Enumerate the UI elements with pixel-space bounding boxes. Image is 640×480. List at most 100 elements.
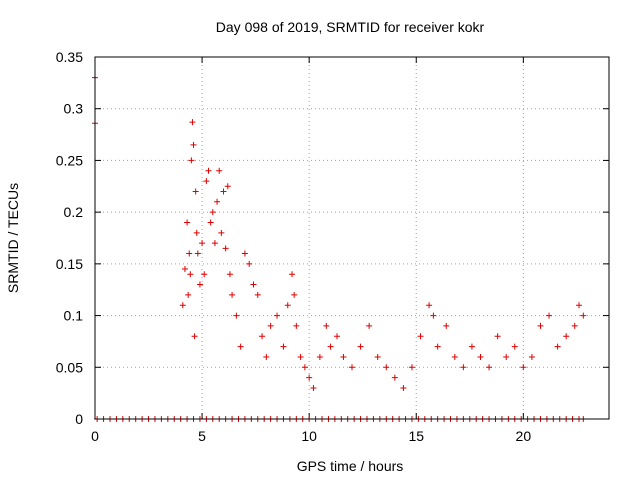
data-point [310, 384, 317, 391]
data-point [209, 209, 216, 216]
y-axis-label: SRMTID / TECUs [5, 183, 21, 293]
x-tick-label: 5 [198, 428, 206, 444]
data-point [192, 188, 199, 195]
data-point [229, 291, 236, 298]
data-point [301, 364, 308, 371]
data-point [554, 343, 561, 350]
data-point [267, 322, 274, 329]
data-point [417, 333, 424, 340]
data-point [250, 281, 257, 288]
y-tick-label: 0 [75, 411, 83, 427]
data-point [224, 183, 231, 190]
data-point [486, 364, 493, 371]
data-point [222, 245, 229, 252]
data-point [327, 343, 334, 350]
chart-title: Day 098 of 2019, SRMTID for receiver kok… [216, 19, 485, 35]
y-tick-label: 0.25 [56, 152, 83, 168]
data-point [306, 374, 313, 381]
data-point [214, 198, 221, 205]
data-point [191, 333, 198, 340]
data-point [241, 250, 248, 257]
data-point [193, 229, 200, 236]
data-point [218, 229, 225, 236]
data-point [263, 353, 270, 360]
data-point [196, 281, 203, 288]
data-point [580, 312, 587, 319]
y-tick-label: 0.35 [56, 49, 83, 65]
data-point [494, 333, 501, 340]
data-point [537, 322, 544, 329]
data-point [211, 240, 218, 247]
data-point [280, 343, 287, 350]
data-point [477, 353, 484, 360]
data-point [451, 353, 458, 360]
x-axis-label: GPS time / hours [297, 458, 404, 474]
data-point [199, 240, 206, 247]
data-points [92, 74, 587, 422]
axis-ticks: 0 5 10 15 20 0 0.05 0.1 0.15 0.2 0.25 0.3 0.35 [56, 49, 609, 444]
data-point [274, 312, 281, 319]
data-point [528, 353, 535, 360]
x-tick-label: 10 [301, 428, 317, 444]
y-tick-label: 0.15 [56, 256, 83, 272]
data-point [201, 271, 208, 278]
data-point [207, 219, 214, 226]
data-point [216, 167, 223, 174]
data-point [186, 250, 193, 257]
data-point [563, 333, 570, 340]
x-tick-label: 20 [516, 428, 532, 444]
data-point [434, 343, 441, 350]
y-tick-label: 0.3 [64, 101, 84, 117]
data-point [233, 312, 240, 319]
data-point [426, 302, 433, 309]
data-point [293, 322, 300, 329]
data-point [349, 364, 355, 371]
data-point [503, 353, 510, 360]
data-point [468, 343, 475, 350]
data-point [323, 322, 330, 329]
data-point [181, 266, 188, 273]
data-point [297, 353, 304, 360]
data-point [511, 343, 518, 350]
x-tick-label: 0 [91, 428, 99, 444]
data-point [185, 291, 192, 298]
data-point [366, 322, 373, 329]
data-point [237, 343, 244, 350]
data-point [334, 333, 341, 340]
data-point [190, 141, 197, 148]
data-point [443, 322, 450, 329]
data-point [205, 167, 212, 174]
data-point [187, 271, 194, 278]
data-point [189, 119, 196, 126]
data-point [383, 364, 390, 371]
data-point [408, 364, 415, 371]
data-point [284, 302, 291, 309]
data-point [546, 312, 553, 319]
data-point [226, 271, 233, 278]
data-point [400, 384, 407, 391]
data-point [340, 353, 347, 360]
data-point [179, 302, 186, 309]
data-point [203, 178, 210, 185]
data-point [571, 322, 578, 329]
data-point [291, 291, 298, 298]
data-point [188, 157, 195, 164]
data-point [184, 219, 191, 226]
data-point [576, 302, 583, 309]
x-tick-label: 15 [408, 428, 424, 444]
plot-frame [94, 56, 610, 420]
y-tick-label: 0.1 [64, 308, 84, 324]
data-point [246, 260, 253, 267]
data-point [259, 333, 266, 340]
data-point [194, 250, 201, 257]
data-point [220, 188, 227, 195]
y-tick-label: 0.2 [64, 204, 84, 220]
data-point [430, 312, 437, 319]
data-point [289, 271, 296, 278]
data-point [460, 364, 467, 371]
data-point [316, 353, 323, 360]
data-point [520, 364, 527, 371]
data-point [374, 353, 381, 360]
data-point [357, 343, 364, 350]
